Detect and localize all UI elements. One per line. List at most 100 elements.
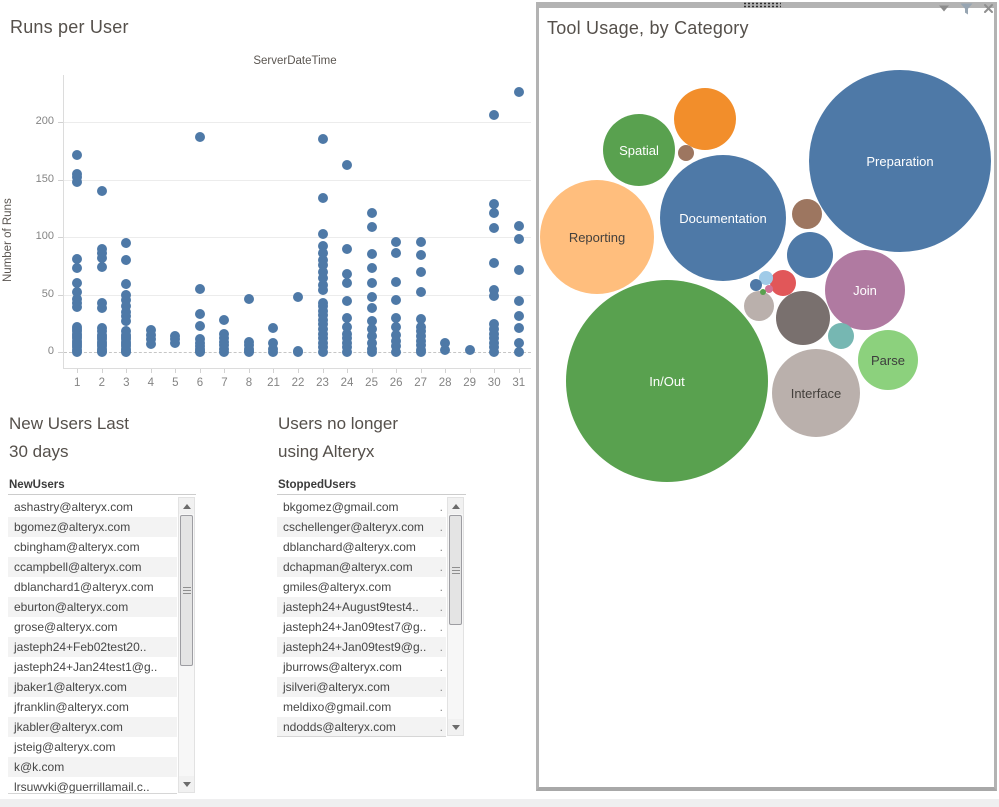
bubble-join[interactable]: Join: [825, 250, 905, 330]
scatter-point[interactable]: [366, 249, 377, 260]
filter-icon[interactable]: [959, 2, 973, 15]
scatter-point[interactable]: [72, 253, 83, 264]
bubble-parse[interactable]: Parse: [858, 330, 918, 390]
bubble-unlabeled[interactable]: [744, 291, 774, 321]
list-item[interactable]: jasteph24+Feb02test20..: [8, 637, 177, 657]
scatter-point[interactable]: [489, 222, 500, 233]
scatter-point[interactable]: [194, 309, 205, 320]
scatter-point[interactable]: [72, 150, 83, 161]
scatter-point[interactable]: [317, 259, 328, 270]
new-users-scrollbar[interactable]: [178, 497, 195, 793]
scatter-point[interactable]: [121, 279, 132, 290]
scatter-point[interactable]: [489, 290, 500, 301]
list-item[interactable]: jasteph24+Jan24test1@g..: [8, 657, 177, 677]
scatter-point[interactable]: [415, 250, 426, 261]
scatter-point[interactable]: [317, 266, 328, 277]
scatter-point[interactable]: [513, 347, 524, 357]
scatter-point[interactable]: [72, 278, 83, 288]
scatter-point[interactable]: [415, 266, 426, 277]
scatter-point[interactable]: [391, 341, 402, 352]
scatter-point[interactable]: [513, 296, 524, 307]
scatter-point[interactable]: [489, 110, 500, 121]
scatter-point[interactable]: [415, 287, 426, 298]
list-item[interactable]: jfranklin@alteryx.com: [8, 697, 177, 717]
bubble-unlabeled[interactable]: [674, 88, 736, 150]
scatter-point[interactable]: [391, 329, 402, 340]
scatter-point[interactable]: [440, 337, 451, 348]
list-item[interactable]: eburton@alteryx.com: [8, 597, 177, 617]
scatter-point[interactable]: [317, 228, 328, 239]
list-item[interactable]: cbingham@alteryx.com: [8, 537, 177, 557]
scatter-point[interactable]: [121, 289, 132, 300]
scatter-point[interactable]: [121, 255, 132, 265]
scatter-point[interactable]: [121, 295, 132, 306]
list-item[interactable]: jburrows@alteryx.com.: [277, 657, 446, 677]
scatter-point[interactable]: [145, 338, 156, 349]
scatter-point[interactable]: [366, 221, 377, 232]
stopped-users-scrollbar[interactable]: [447, 497, 464, 736]
list-item[interactable]: jasteph24+Jan09test9@g...: [277, 637, 446, 657]
list-item[interactable]: jasteph24+August9test4...: [277, 597, 446, 617]
bubble-documentation[interactable]: Documentation: [660, 155, 786, 281]
close-icon[interactable]: [981, 2, 995, 15]
scatter-point[interactable]: [219, 314, 230, 325]
scatter-point[interactable]: [391, 312, 402, 323]
bubble-interface[interactable]: Interface: [772, 349, 860, 437]
scatter-point[interactable]: [121, 301, 132, 311]
scatter-point[interactable]: [489, 207, 500, 218]
scatter-point[interactable]: [293, 347, 303, 357]
bubble-unlabeled[interactable]: [770, 270, 796, 296]
scatter-point[interactable]: [194, 320, 205, 331]
scatter-point[interactable]: [366, 291, 377, 302]
bubble-unlabeled[interactable]: [760, 289, 766, 295]
scatter-point[interactable]: [513, 322, 524, 333]
list-item[interactable]: meldixo@gmail.com.: [277, 697, 446, 717]
scatter-point[interactable]: [72, 176, 83, 187]
scatter-point[interactable]: [268, 337, 279, 348]
list-item[interactable]: jbaker1@alteryx.com: [8, 677, 177, 697]
scatter-point[interactable]: [489, 258, 500, 269]
list-item[interactable]: ashastry@alteryx.com: [8, 497, 177, 517]
scatter-point[interactable]: [342, 159, 353, 170]
list-item[interactable]: jkabler@alteryx.com: [8, 717, 177, 737]
bubble-unlabeled[interactable]: [750, 279, 762, 291]
scatter-point[interactable]: [366, 337, 377, 348]
scatter-point[interactable]: [243, 347, 254, 357]
scatter-point[interactable]: [391, 347, 402, 357]
scatter-point[interactable]: [489, 284, 500, 295]
bubble-unlabeled[interactable]: [759, 271, 773, 285]
list-item[interactable]: dblanchard@alteryx.com.: [277, 537, 446, 557]
scatter-point[interactable]: [121, 237, 132, 248]
scatter-point[interactable]: [268, 347, 279, 357]
scatter-point[interactable]: [415, 236, 426, 247]
scatter-point[interactable]: [194, 283, 205, 294]
scatter-point[interactable]: [391, 335, 402, 346]
scroll-up-button[interactable]: [179, 498, 194, 514]
scatter-point[interactable]: [342, 312, 353, 323]
scatter-point[interactable]: [513, 234, 524, 245]
caret-down-icon[interactable]: [937, 2, 951, 15]
scatter-point[interactable]: [513, 337, 524, 348]
bubble-in-out[interactable]: In/Out: [566, 280, 768, 482]
scatter-point[interactable]: [415, 347, 426, 357]
scatter-point[interactable]: [342, 296, 353, 307]
scatter-point[interactable]: [317, 241, 328, 252]
scatter-point[interactable]: [96, 252, 107, 263]
scatter-point[interactable]: [96, 186, 107, 196]
list-item[interactable]: jasteph24+Jan09test7@g...: [277, 617, 446, 637]
scatter-point[interactable]: [513, 220, 524, 231]
bubble-preparation[interactable]: Preparation: [809, 70, 991, 252]
list-item[interactable]: gmiles@alteryx.com.: [277, 577, 446, 597]
scatter-point[interactable]: [366, 278, 377, 288]
scatter-point[interactable]: [489, 198, 500, 209]
scatter-point[interactable]: [317, 248, 328, 259]
scatter-point[interactable]: [72, 302, 83, 313]
scatter-point[interactable]: [464, 344, 475, 355]
scatter-point[interactable]: [268, 322, 279, 333]
drag-handle-dots-icon[interactable]: [743, 2, 781, 8]
scatter-point[interactable]: [342, 243, 353, 254]
scroll-down-button[interactable]: [179, 776, 194, 792]
scatter-point[interactable]: [513, 265, 524, 276]
list-item[interactable]: bkgomez@gmail.com.: [277, 497, 446, 517]
list-item[interactable]: lrsuwvki@guerrillamail.c..: [8, 777, 177, 793]
